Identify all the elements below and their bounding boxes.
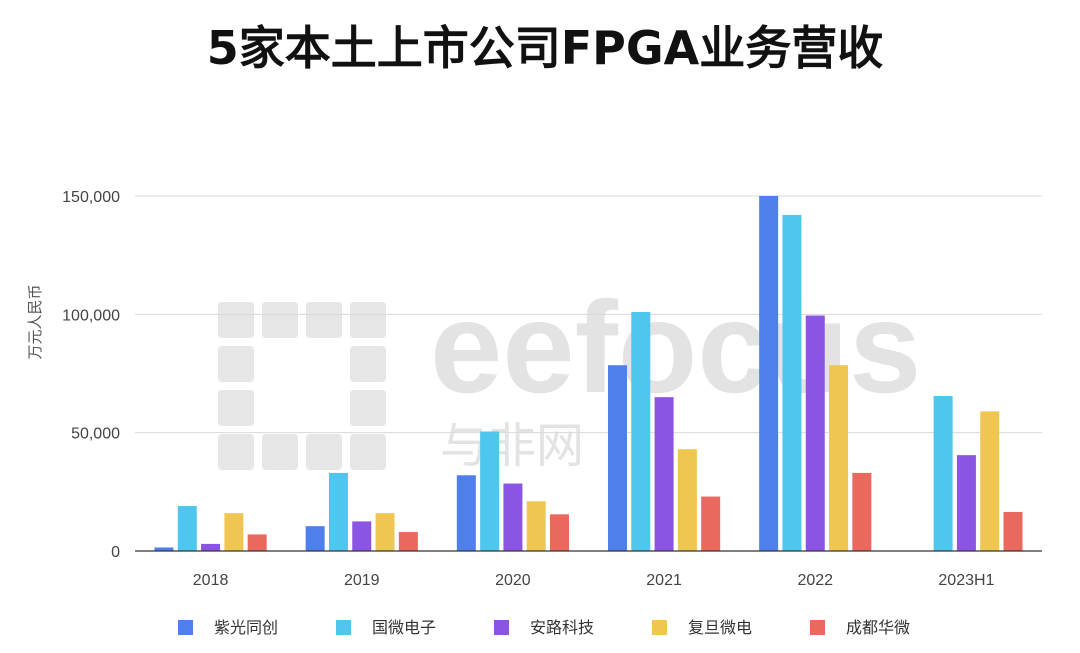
- x-tick-label: 2022: [797, 572, 833, 589]
- watermark-square: [350, 346, 386, 382]
- bar: [805, 315, 825, 551]
- bar: [526, 501, 546, 551]
- legend-swatch: [178, 620, 193, 635]
- bar: [224, 513, 244, 551]
- bar: [607, 365, 627, 551]
- bar: [933, 395, 953, 551]
- bar: [956, 455, 976, 551]
- gridlines: [135, 195, 1042, 434]
- y-axis-label: 万元人民币: [26, 284, 44, 359]
- y-tick-label: 150,000: [62, 189, 120, 206]
- bar: [829, 365, 849, 551]
- watermark-square: [218, 346, 254, 382]
- legend-label: 紫光同创: [214, 618, 278, 637]
- bars: [154, 196, 1023, 551]
- bar: [305, 526, 325, 551]
- watermark-square: [218, 302, 254, 338]
- bar: [480, 431, 500, 551]
- legend-swatch: [652, 620, 667, 635]
- bar: [154, 547, 174, 551]
- bar: [352, 521, 372, 551]
- x-tick-label: 2021: [646, 572, 682, 589]
- x-tick-label: 2018: [193, 572, 229, 589]
- bar: [550, 514, 570, 551]
- legend-label: 国微电子: [372, 618, 436, 637]
- watermark-square: [350, 434, 386, 470]
- x-axis-ticks: 2018 2019 2020 2021 2022 2023H1: [193, 572, 995, 589]
- watermark-logo-cn: 与非网: [440, 418, 584, 474]
- bar: [201, 543, 221, 551]
- legend-swatch: [336, 620, 351, 635]
- watermark-square: [262, 434, 298, 470]
- bar: [654, 397, 674, 551]
- bar: [328, 472, 348, 551]
- watermark-square: [306, 302, 342, 338]
- legend-swatch: [810, 620, 825, 635]
- y-tick-label: 0: [111, 544, 120, 561]
- legend-label: 成都华微: [846, 618, 910, 637]
- bar: [631, 311, 651, 551]
- watermark-square: [350, 302, 386, 338]
- chart-title: 5家本土上市公司FPGA业务营收: [207, 21, 884, 75]
- x-tick-label: 2023H1: [938, 572, 994, 589]
- y-axis-ticks: 0 50,000 100,000 150,000: [62, 189, 120, 561]
- bar: [247, 534, 267, 551]
- bar: [759, 196, 779, 551]
- watermark-square: [350, 390, 386, 426]
- bar: [701, 496, 721, 551]
- x-tick-label: 2019: [344, 572, 380, 589]
- legend-label: 复旦微电: [688, 618, 752, 637]
- bar: [852, 472, 872, 551]
- y-tick-label: 100,000: [62, 307, 120, 324]
- bar: [503, 483, 523, 551]
- watermark-square: [306, 434, 342, 470]
- bar: [980, 411, 1000, 551]
- legend-swatch: [494, 620, 509, 635]
- bar: [677, 449, 697, 551]
- bar: [177, 506, 197, 551]
- watermark-logo-icon: [218, 302, 386, 470]
- legend-label: 安路科技: [530, 618, 594, 637]
- bar: [1003, 511, 1023, 551]
- x-tick-label: 2020: [495, 572, 531, 589]
- watermark-square: [218, 390, 254, 426]
- bar: [398, 532, 418, 551]
- bar: [375, 513, 395, 551]
- watermark-square: [218, 434, 254, 470]
- bar: [456, 475, 476, 551]
- legend: 紫光同创 国微电子 安路科技 复旦微电 成都华微: [178, 618, 910, 637]
- y-tick-label: 50,000: [71, 426, 120, 443]
- bar: [782, 214, 802, 551]
- watermark-square: [262, 302, 298, 338]
